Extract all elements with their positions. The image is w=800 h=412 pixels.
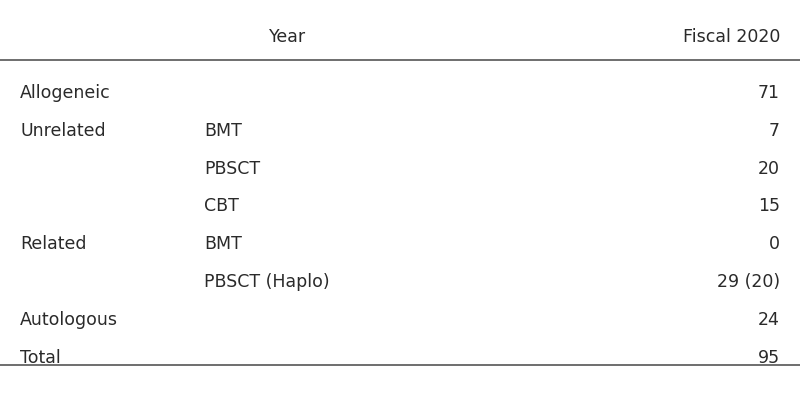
Text: 7: 7 xyxy=(769,122,780,140)
Text: CBT: CBT xyxy=(204,197,239,215)
Text: 29 (20): 29 (20) xyxy=(717,273,780,291)
Text: Related: Related xyxy=(20,235,86,253)
Text: Year: Year xyxy=(270,28,306,46)
Text: BMT: BMT xyxy=(204,122,242,140)
Text: 0: 0 xyxy=(769,235,780,253)
Text: Unrelated: Unrelated xyxy=(20,122,106,140)
Text: Autologous: Autologous xyxy=(20,311,118,329)
Text: 24: 24 xyxy=(758,311,780,329)
Text: PBSCT: PBSCT xyxy=(204,159,260,178)
Text: 71: 71 xyxy=(758,84,780,102)
Text: 15: 15 xyxy=(758,197,780,215)
Text: Allogeneic: Allogeneic xyxy=(20,84,110,102)
Text: Fiscal 2020: Fiscal 2020 xyxy=(682,28,780,46)
Text: Total: Total xyxy=(20,349,61,367)
Text: 95: 95 xyxy=(758,349,780,367)
Text: PBSCT (Haplo): PBSCT (Haplo) xyxy=(204,273,330,291)
Text: 20: 20 xyxy=(758,159,780,178)
Text: BMT: BMT xyxy=(204,235,242,253)
